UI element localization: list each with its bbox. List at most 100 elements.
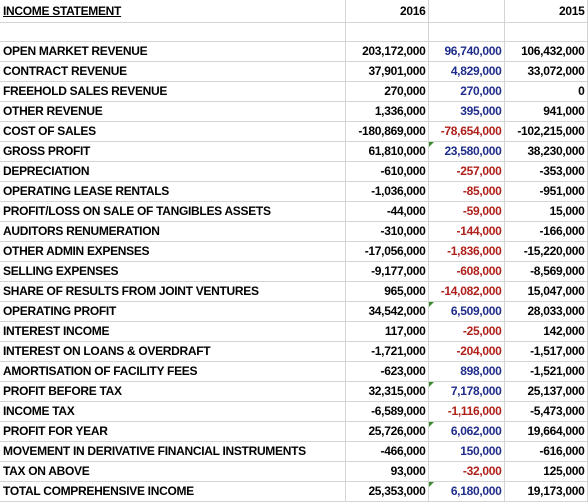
value-2016-cell[interactable]: -44,000: [345, 201, 429, 222]
value-change-cell[interactable]: -25,000: [428, 321, 505, 342]
value-2015-cell[interactable]: 125,000: [504, 461, 588, 482]
value-2016-cell[interactable]: 1,336,000: [345, 101, 429, 122]
header-2016-cell[interactable]: 2016: [345, 0, 429, 23]
value-2016-cell[interactable]: 37,901,000: [345, 61, 429, 82]
row-label-cell[interactable]: OPERATING LEASE RENTALS: [0, 181, 346, 202]
value-2016-cell[interactable]: -180,869,000: [345, 121, 429, 142]
value-change-cell[interactable]: -78,654,000: [428, 121, 505, 142]
value-2015-cell[interactable]: 106,432,000: [504, 41, 588, 62]
row-label-cell[interactable]: SHARE OF RESULTS FROM JOINT VENTURES: [0, 281, 346, 302]
formula-error-marker-icon[interactable]: [428, 422, 434, 427]
value-2015-cell[interactable]: 25,137,000: [504, 381, 588, 402]
value-2015-cell[interactable]: 941,000: [504, 101, 588, 122]
value-2015-cell[interactable]: 15,047,000: [504, 281, 588, 302]
value-2016-cell[interactable]: 32,315,000: [345, 381, 429, 402]
row-label-cell[interactable]: SELLING EXPENSES: [0, 261, 346, 282]
value-2015-cell[interactable]: 33,072,000: [504, 61, 588, 82]
row-label-cell[interactable]: AUDITORS RENUMERATION: [0, 221, 346, 242]
value-2016-cell[interactable]: -466,000: [345, 441, 429, 462]
row-label-cell[interactable]: OTHER REVENUE: [0, 101, 346, 122]
value-2015-cell[interactable]: -353,000: [504, 161, 588, 182]
value-2016-cell[interactable]: -623,000: [345, 361, 429, 382]
value-change-cell[interactable]: 6,180,000: [428, 481, 505, 502]
row-label-cell[interactable]: DEPRECIATION: [0, 161, 346, 182]
value-2016-cell[interactable]: 34,542,000: [345, 301, 429, 322]
row-label-cell[interactable]: TAX ON ABOVE: [0, 461, 346, 482]
value-2015-cell[interactable]: -1,521,000: [504, 361, 588, 382]
value-2016-cell[interactable]: -1,036,000: [345, 181, 429, 202]
value-2016-cell[interactable]: -9,177,000: [345, 261, 429, 282]
row-label-cell[interactable]: FREEHOLD SALES REVENUE: [0, 81, 346, 102]
value-2015-cell[interactable]: -8,569,000: [504, 261, 588, 282]
row-label-cell[interactable]: OTHER ADMIN EXPENSES: [0, 241, 346, 262]
row-label-cell[interactable]: OPEN MARKET REVENUE: [0, 41, 346, 62]
value-change-cell[interactable]: 96,740,000: [428, 41, 505, 62]
value-2015-cell[interactable]: 15,000: [504, 201, 588, 222]
value-change-cell[interactable]: 7,178,000: [428, 381, 505, 402]
value-2016-cell[interactable]: -610,000: [345, 161, 429, 182]
value-change-cell[interactable]: 23,580,000: [428, 141, 505, 162]
value-2015-cell[interactable]: 142,000: [504, 321, 588, 342]
row-label-cell[interactable]: GROSS PROFIT: [0, 141, 346, 162]
value-2016-cell[interactable]: -17,056,000: [345, 241, 429, 262]
value-change-cell[interactable]: -14,082,000: [428, 281, 505, 302]
value-change-cell[interactable]: 6,509,000: [428, 301, 505, 322]
value-2015-cell[interactable]: -616,000: [504, 441, 588, 462]
empty-cell[interactable]: [0, 22, 346, 42]
formula-error-marker-icon[interactable]: [428, 482, 434, 487]
value-change-cell[interactable]: -1,116,000: [428, 401, 505, 422]
value-change-cell[interactable]: -608,000: [428, 261, 505, 282]
value-change-cell[interactable]: -85,000: [428, 181, 505, 202]
row-label-cell[interactable]: INCOME TAX: [0, 401, 346, 422]
value-2015-cell[interactable]: -5,473,000: [504, 401, 588, 422]
value-2016-cell[interactable]: -1,721,000: [345, 341, 429, 362]
row-label-cell[interactable]: PROFIT BEFORE TAX: [0, 381, 346, 402]
row-label-cell[interactable]: INTEREST INCOME: [0, 321, 346, 342]
row-label-cell[interactable]: AMORTISATION OF FACILITY FEES: [0, 361, 346, 382]
row-label-cell[interactable]: OPERATING PROFIT: [0, 301, 346, 322]
value-2016-cell[interactable]: 25,726,000: [345, 421, 429, 442]
header-2015-cell[interactable]: 2015: [504, 0, 588, 23]
value-2016-cell[interactable]: 203,172,000: [345, 41, 429, 62]
empty-cell[interactable]: [504, 22, 588, 42]
header-label-cell[interactable]: INCOME STATEMENT: [0, 0, 346, 23]
value-2015-cell[interactable]: 19,664,000: [504, 421, 588, 442]
value-change-cell[interactable]: 150,000: [428, 441, 505, 462]
value-2015-cell[interactable]: -102,215,000: [504, 121, 588, 142]
row-label-cell[interactable]: PROFIT/LOSS ON SALE OF TANGIBLES ASSETS: [0, 201, 346, 222]
value-2016-cell[interactable]: -6,589,000: [345, 401, 429, 422]
row-label-cell[interactable]: INTEREST ON LOANS & OVERDRAFT: [0, 341, 346, 362]
row-label-cell[interactable]: PROFIT FOR YEAR: [0, 421, 346, 442]
value-2016-cell[interactable]: 25,353,000: [345, 481, 429, 502]
value-change-cell[interactable]: -204,000: [428, 341, 505, 362]
value-change-cell[interactable]: 270,000: [428, 81, 505, 102]
value-change-cell[interactable]: -32,000: [428, 461, 505, 482]
header-change-cell[interactable]: [428, 0, 505, 23]
value-change-cell[interactable]: 4,829,000: [428, 61, 505, 82]
value-change-cell[interactable]: 898,000: [428, 361, 505, 382]
value-2015-cell[interactable]: -166,000: [504, 221, 588, 242]
value-2015-cell[interactable]: 28,033,000: [504, 301, 588, 322]
value-2016-cell[interactable]: 117,000: [345, 321, 429, 342]
row-label-cell[interactable]: MOVEMENT IN DERIVATIVE FINANCIAL INSTRUM…: [0, 441, 346, 462]
value-change-cell[interactable]: -1,836,000: [428, 241, 505, 262]
empty-cell[interactable]: [345, 22, 429, 42]
value-2015-cell[interactable]: 38,230,000: [504, 141, 588, 162]
value-change-cell[interactable]: 395,000: [428, 101, 505, 122]
formula-error-marker-icon[interactable]: [428, 142, 434, 147]
value-2016-cell[interactable]: 93,000: [345, 461, 429, 482]
row-label-cell[interactable]: CONTRACT REVENUE: [0, 61, 346, 82]
value-change-cell[interactable]: 6,062,000: [428, 421, 505, 442]
formula-error-marker-icon[interactable]: [428, 382, 434, 387]
row-label-cell[interactable]: COST OF SALES: [0, 121, 346, 142]
value-2015-cell[interactable]: 0: [504, 81, 588, 102]
value-2015-cell[interactable]: -1,517,000: [504, 341, 588, 362]
value-2016-cell[interactable]: 61,810,000: [345, 141, 429, 162]
value-change-cell[interactable]: -59,000: [428, 201, 505, 222]
value-2015-cell[interactable]: -951,000: [504, 181, 588, 202]
row-label-cell[interactable]: TOTAL COMPREHENSIVE INCOME: [0, 481, 346, 502]
value-change-cell[interactable]: -144,000: [428, 221, 505, 242]
value-2015-cell[interactable]: 19,173,000: [504, 481, 588, 502]
value-2015-cell[interactable]: -15,220,000: [504, 241, 588, 262]
value-2016-cell[interactable]: 965,000: [345, 281, 429, 302]
